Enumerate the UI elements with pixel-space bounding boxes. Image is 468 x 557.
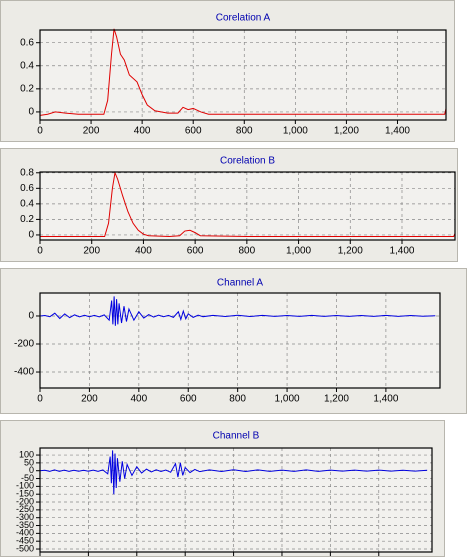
x-tick-label: 1,200 xyxy=(324,394,349,405)
plot-area xyxy=(40,30,446,120)
y-tick-label: -100 xyxy=(16,481,34,491)
x-tick-label: 400 xyxy=(130,394,147,405)
y-tick-label: 0 xyxy=(28,230,34,241)
x-tick-label: 200 xyxy=(83,126,100,137)
x-tick-label: 200 xyxy=(83,246,100,257)
series-line xyxy=(39,296,436,326)
x-tick-label: 800 xyxy=(229,394,246,405)
y-tick-label: -50 xyxy=(21,473,34,483)
chart-title: Corelation A xyxy=(216,13,271,24)
y-tick-label: 50 xyxy=(24,457,34,467)
x-tick-label: 0 xyxy=(37,126,43,137)
y-tick-label: 100 xyxy=(19,449,34,459)
y-tick-label: 0.2 xyxy=(20,214,34,225)
x-tick-label: 1,000 xyxy=(283,126,308,137)
x-tick-label: 600 xyxy=(180,394,197,405)
y-tick-label: 0.2 xyxy=(20,83,34,94)
chart-title: Corelation B xyxy=(220,156,275,167)
y-tick-label: -150 xyxy=(16,489,34,499)
series-line xyxy=(40,170,456,238)
plot-border xyxy=(39,29,447,121)
y-tick-label: 0 xyxy=(28,107,34,118)
x-tick-label: 400 xyxy=(135,246,152,257)
y-tick-label: -450 xyxy=(16,536,34,546)
x-tick-label: 1,000 xyxy=(286,246,311,257)
x-tick-label: 600 xyxy=(185,126,202,137)
x-tick-label: 1,400 xyxy=(385,126,410,137)
chart-title: Channel A xyxy=(217,278,263,289)
plot-area xyxy=(40,293,440,388)
y-tick-label: -400 xyxy=(16,528,34,538)
y-tick-label: -400 xyxy=(14,367,34,378)
x-tick-label: 1,000 xyxy=(275,394,300,405)
series-line xyxy=(39,28,447,116)
y-tick-label: -200 xyxy=(14,339,34,350)
y-tick-label: -500 xyxy=(16,543,34,553)
y-tick-label: 0 xyxy=(28,311,34,322)
y-tick-label: -200 xyxy=(16,496,34,506)
y-tick-label: 0.8 xyxy=(20,167,34,178)
x-tick-label: 0 xyxy=(37,394,43,405)
y-tick-label: 0.6 xyxy=(20,183,34,194)
plot-border xyxy=(39,447,433,553)
x-tick-label: 200 xyxy=(81,394,98,405)
plot-border xyxy=(39,292,441,389)
x-tick-label: 1,400 xyxy=(389,246,414,257)
chart-title: Channel B xyxy=(213,431,260,442)
plot-area xyxy=(40,448,432,552)
y-tick-label: -250 xyxy=(16,504,34,514)
y-tick-label: -300 xyxy=(16,512,34,522)
y-tick-label: 0.4 xyxy=(20,199,34,210)
series-line xyxy=(39,450,428,495)
x-tick-label: 1,200 xyxy=(338,246,363,257)
x-tick-label: 800 xyxy=(236,126,253,137)
x-tick-label: 0 xyxy=(37,246,43,257)
y-tick-label: 0.4 xyxy=(20,60,34,71)
y-tick-label: -350 xyxy=(16,520,34,530)
y-tick-label: 0.6 xyxy=(20,37,34,48)
plot-area xyxy=(40,172,455,240)
y-tick-label: 0 xyxy=(29,465,34,475)
x-tick-label: 600 xyxy=(187,246,204,257)
x-tick-label: 1,400 xyxy=(373,394,398,405)
x-tick-label: 1,200 xyxy=(334,126,359,137)
plot-border xyxy=(39,171,456,241)
x-tick-label: 400 xyxy=(134,126,151,137)
x-tick-label: 800 xyxy=(239,246,256,257)
